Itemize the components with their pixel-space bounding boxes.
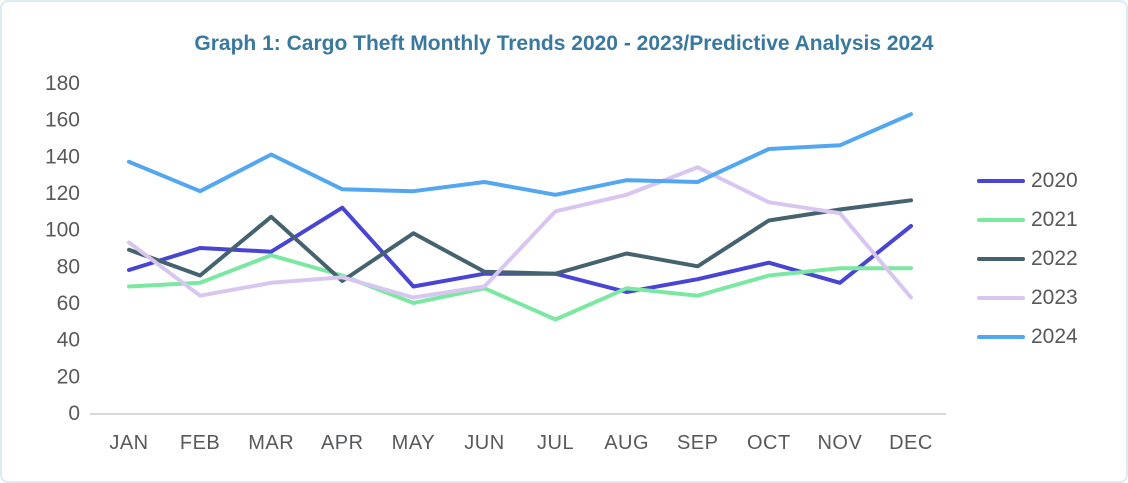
legend-line-swatch xyxy=(977,295,1025,300)
legend-item-2022[interactable]: 2022 xyxy=(977,246,1078,271)
y-tick-label: 40 xyxy=(57,329,80,352)
legend-label: 2022 xyxy=(1031,247,1078,270)
legend-line-swatch xyxy=(977,178,1025,183)
legend-label: 2024 xyxy=(1031,325,1078,348)
y-tick-label: 80 xyxy=(57,255,80,278)
x-tick-label: AUG xyxy=(604,432,649,454)
chart-legend: 2020 2021 2022 2023 2024 xyxy=(977,168,1078,363)
y-tick-label: 160 xyxy=(45,109,80,132)
y-tick-label: 60 xyxy=(57,292,80,315)
legend-label: 2020 xyxy=(1031,169,1078,192)
legend-line-swatch xyxy=(977,256,1025,261)
y-tick-label: 0 xyxy=(68,402,80,425)
y-tick-label: 140 xyxy=(45,145,80,168)
y-tick-label: 120 xyxy=(45,182,80,205)
x-tick-label: JAN xyxy=(109,432,148,454)
x-tick-label: NOV xyxy=(817,432,862,454)
series-line-2024 xyxy=(127,112,913,197)
y-tick-label: 100 xyxy=(45,219,80,242)
x-tick-label: APR xyxy=(321,432,364,454)
series-line-2023 xyxy=(127,165,913,300)
legend-item-2021[interactable]: 2021 xyxy=(977,207,1078,232)
x-tick-label: MAR xyxy=(248,432,294,454)
x-tick-label: MAY xyxy=(392,432,435,454)
legend-item-2023[interactable]: 2023 xyxy=(977,285,1078,310)
x-tick-label: JUL xyxy=(537,432,574,454)
legend-line-swatch xyxy=(977,217,1025,222)
chart-title: Graph 1: Cargo Theft Monthly Trends 2020… xyxy=(194,32,934,55)
x-tick-label: SEP xyxy=(677,432,719,454)
legend-line-swatch xyxy=(977,334,1025,339)
legend-item-2024[interactable]: 2024 xyxy=(977,324,1078,349)
series-line-2021 xyxy=(127,253,913,322)
x-tick-label: JUN xyxy=(464,432,504,454)
legend-label: 2021 xyxy=(1031,208,1078,231)
y-tick-label: 20 xyxy=(57,365,80,388)
y-tick-label: 180 xyxy=(45,72,80,95)
legend-item-2020[interactable]: 2020 xyxy=(977,168,1078,193)
legend-label: 2023 xyxy=(1031,286,1078,309)
x-tick-label: DEC xyxy=(889,432,933,454)
series-line-2022 xyxy=(127,198,913,283)
x-tick-label: OCT xyxy=(747,432,791,454)
x-tick-label: FEB xyxy=(180,432,220,454)
